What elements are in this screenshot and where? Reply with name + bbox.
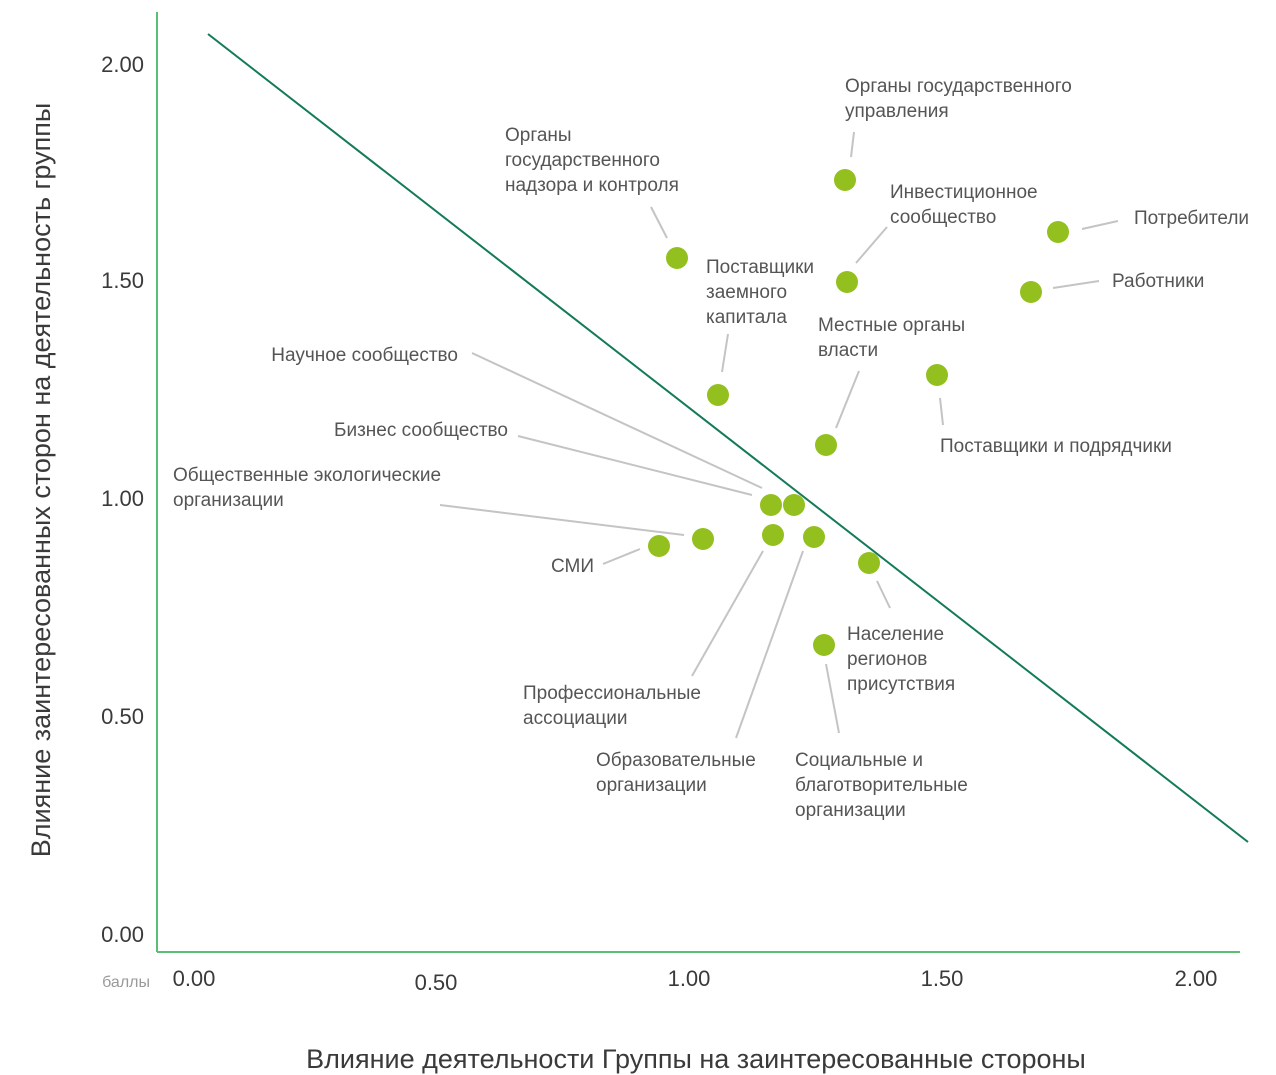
- point-label: организации: [795, 800, 906, 821]
- point-label: капитала: [706, 307, 787, 328]
- leader-line: [939, 397, 944, 426]
- point-label: Социальные и: [795, 750, 923, 771]
- leader-line: [1081, 220, 1119, 230]
- point-label: регионов: [847, 649, 927, 670]
- leader-line: [876, 580, 891, 609]
- point-label: надзора и контроля: [505, 175, 679, 196]
- point-label: Работники: [1112, 271, 1204, 292]
- point-label: Органы: [505, 125, 572, 146]
- point-label: Поставщики и подрядчики: [940, 436, 1172, 457]
- point-label: организации: [173, 490, 284, 511]
- data-point: [762, 524, 784, 546]
- data-point: [813, 634, 835, 656]
- data-point: [834, 169, 856, 191]
- leader-line: [691, 550, 764, 677]
- x-tick-label: 2.00: [1175, 966, 1218, 991]
- point-label: сообщество: [890, 207, 996, 228]
- point-label: Население: [847, 624, 944, 645]
- unit-label: баллы: [102, 974, 150, 991]
- y-tick-label: 2.00: [101, 52, 144, 77]
- data-point: [648, 535, 670, 557]
- y-tick-label: 1.00: [101, 486, 144, 511]
- point-label: власти: [818, 340, 878, 361]
- leader-line: [735, 550, 804, 739]
- data-point: [1020, 281, 1042, 303]
- leader-line: [650, 206, 668, 239]
- data-point: [760, 494, 782, 516]
- leader-line: [602, 548, 641, 565]
- point-label: СМИ: [551, 556, 594, 577]
- point-label: государственного: [505, 150, 660, 171]
- data-point: [803, 526, 825, 548]
- point-label: Научное сообщество: [271, 345, 458, 366]
- y-tick-label: 1.50: [101, 268, 144, 293]
- point-label: управления: [845, 101, 949, 122]
- data-point: [926, 364, 948, 386]
- data-point: [707, 384, 729, 406]
- point-label: Потребители: [1134, 208, 1249, 229]
- data-point: [858, 552, 880, 574]
- y-axis-title: Влияние заинтересованных сторон на деяте…: [26, 103, 56, 858]
- x-tick-label: 1.00: [668, 966, 711, 991]
- y-tick-label: 0.00: [101, 922, 144, 947]
- x-tick-label: 1.50: [921, 966, 964, 991]
- leader-line: [835, 370, 860, 429]
- data-point: [836, 271, 858, 293]
- point-label: Органы государственного: [845, 76, 1072, 97]
- point-label: заемного: [706, 282, 787, 303]
- data-point: [692, 528, 714, 550]
- point-label: присутствия: [847, 674, 955, 695]
- point-label: Поставщики: [706, 257, 814, 278]
- x-axis-title: Влияние деятельности Группы на заинтерес…: [306, 1044, 1086, 1074]
- trend-line: [207, 33, 1249, 843]
- point-label: ассоциации: [523, 708, 628, 729]
- data-point: [666, 247, 688, 269]
- y-tick-label: 0.50: [101, 704, 144, 729]
- point-label: благотворительные: [795, 775, 968, 796]
- leader-line: [471, 352, 763, 489]
- x-tick-label: 0.00: [173, 966, 216, 991]
- leader-line: [439, 504, 685, 536]
- data-point: [783, 494, 805, 516]
- leader-line: [855, 226, 888, 264]
- data-point: [1047, 221, 1069, 243]
- leader-line: [825, 663, 840, 734]
- point-label: Инвестиционное: [890, 182, 1038, 203]
- point-label: Бизнес сообщество: [334, 420, 508, 441]
- point-label: Общественные экологические: [173, 465, 441, 486]
- data-point: [815, 434, 837, 456]
- leader-line: [517, 435, 753, 496]
- point-label: Местные органы: [818, 315, 965, 336]
- leader-line: [721, 333, 729, 373]
- point-label: Профессиональные: [523, 683, 701, 704]
- leader-line: [850, 131, 855, 158]
- point-label: Образовательные: [596, 750, 756, 771]
- x-tick-label: 0.50: [415, 970, 458, 995]
- point-label: организации: [596, 775, 707, 796]
- leader-line: [1052, 280, 1100, 289]
